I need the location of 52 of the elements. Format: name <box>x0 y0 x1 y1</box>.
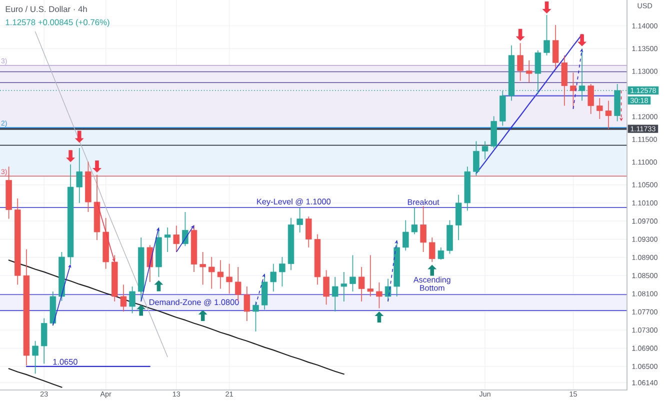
candlestick <box>411 208 418 235</box>
series-label: 1.0650 <box>53 358 78 365</box>
line-series <box>8 368 62 388</box>
candlestick <box>296 208 303 233</box>
candlestick <box>217 260 224 290</box>
line-series <box>8 260 344 375</box>
candlestick <box>517 42 524 82</box>
candlestick <box>376 282 382 309</box>
ref-line-label: Key-Level @ 1.1000 <box>257 198 331 206</box>
candlestick <box>76 148 82 204</box>
candlestick <box>340 272 348 302</box>
annotation: Ascending Bottom <box>413 276 450 291</box>
candlestick <box>306 216 312 248</box>
candlestick <box>200 252 206 286</box>
band-label: Demand-Zone @ 1.0800 <box>149 299 239 306</box>
candlestick <box>129 286 136 314</box>
candlestick <box>526 60 532 84</box>
candlestick <box>455 194 462 241</box>
candlestick <box>208 256 215 290</box>
candlestick <box>384 278 392 302</box>
text: Euro / U.S. Dollar · 4h <box>6 6 87 12</box>
candlestick <box>605 100 612 130</box>
candlestick <box>350 254 356 292</box>
candlestick <box>252 301 259 332</box>
candlestick <box>438 247 444 260</box>
candlestick <box>561 54 568 106</box>
candlestick <box>120 284 127 312</box>
candlestick <box>588 84 594 114</box>
candlestick <box>402 220 409 252</box>
text: 1.12578 +0.00845 (+0.76%) <box>6 19 110 27</box>
candlestick <box>429 237 436 262</box>
candlestick <box>420 206 426 252</box>
annotation: Breakout <box>408 199 440 205</box>
candlestick <box>552 24 559 69</box>
candlestick <box>323 270 330 306</box>
candlestick <box>40 318 48 364</box>
candlestick <box>226 263 232 294</box>
candlestick <box>146 244 154 282</box>
candlestick <box>482 140 488 160</box>
candlestick <box>164 227 171 252</box>
candlestick <box>367 254 374 297</box>
candlestick <box>358 266 365 302</box>
candlestick <box>270 263 276 292</box>
candlestick <box>473 140 480 176</box>
candlestick <box>332 276 338 312</box>
candlestick <box>544 14 550 56</box>
candlestick <box>596 98 603 120</box>
candlestick <box>173 225 180 252</box>
candlestick <box>279 256 286 287</box>
candlestick <box>32 340 38 374</box>
candlestick <box>244 286 250 322</box>
candlestick <box>182 212 188 246</box>
